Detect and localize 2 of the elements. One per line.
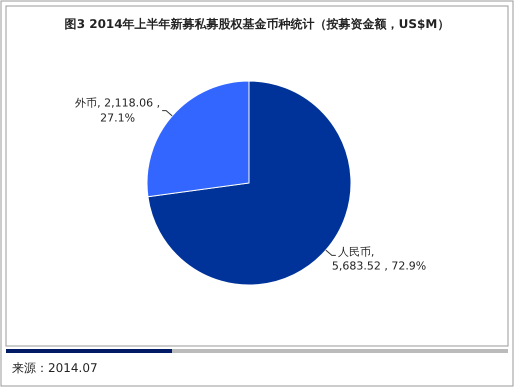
chart-title: 图3 2014年上半年新募私募股权基金币种统计（按募资金额，US$M） [64,17,450,31]
source-note: 来源：2014.07 [12,361,98,375]
